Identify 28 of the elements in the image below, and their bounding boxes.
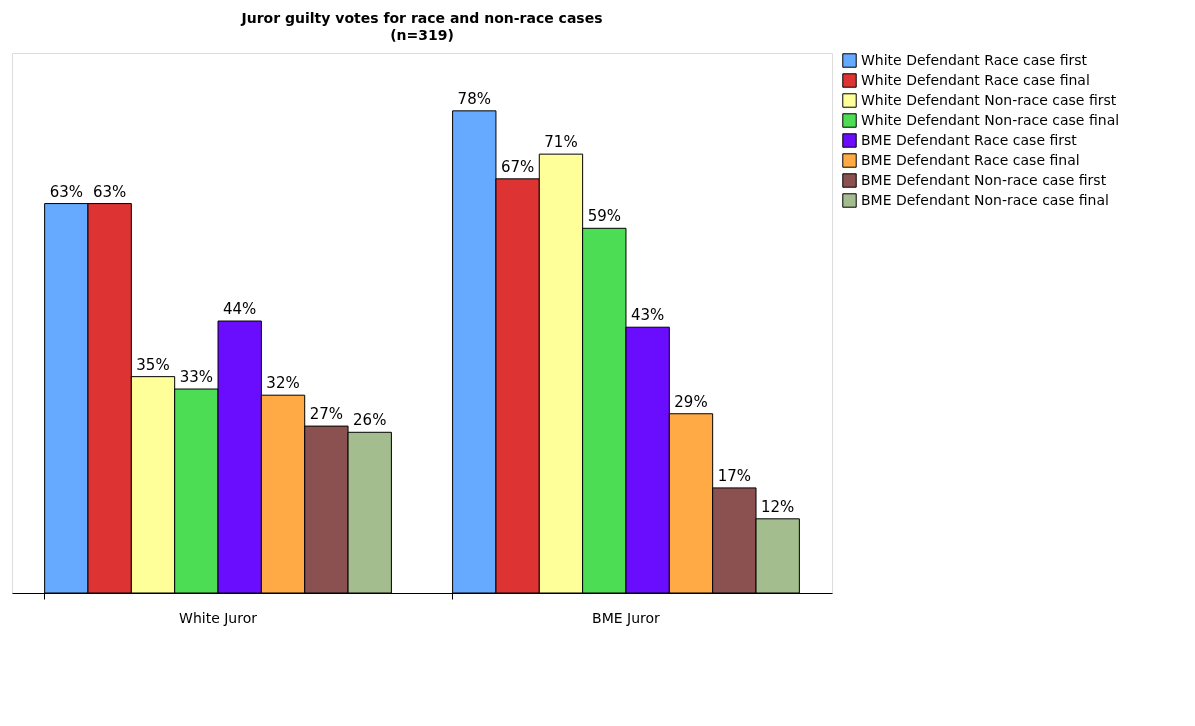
data-label: 27%: [309, 405, 344, 424]
legend-label: White Defendant Race case final: [861, 71, 1090, 88]
x-tick-label: BME Juror: [592, 609, 661, 626]
data-label: 63%: [92, 182, 127, 201]
legend-label: White Defendant Race case first: [861, 51, 1088, 68]
data-label: 33%: [179, 368, 214, 387]
legend-label: White Defendant Non-race case final: [861, 111, 1120, 128]
data-label: 78%: [457, 89, 491, 108]
x-tick-label: White Juror: [179, 609, 258, 626]
data-label: 63%: [49, 182, 83, 201]
legend-label: White Defendant Non-race case first: [861, 91, 1117, 108]
data-label: 32%: [266, 374, 300, 393]
data-label: 71%: [544, 133, 578, 152]
data-label: 12%: [761, 497, 795, 516]
data-label: 44%: [223, 300, 257, 319]
data-label: 26%: [353, 411, 387, 430]
legend-label: BME Defendant Non-race case first: [861, 171, 1107, 188]
data-label: 29%: [674, 392, 708, 411]
data-label: 59%: [587, 207, 621, 226]
data-label: 43%: [630, 306, 665, 325]
chart-title: Juror guilty votes for race and non-race cases: [240, 10, 603, 26]
legend-label: BME Defendant Race case first: [861, 131, 1078, 148]
legend-label: BME Defendant Race case final: [861, 151, 1080, 168]
legend-label: BME Defendant Non-race case final: [861, 191, 1109, 208]
data-label: 17%: [717, 466, 752, 485]
chart-subtitle: (n=319): [390, 27, 454, 43]
data-label: 35%: [136, 355, 170, 374]
data-label: 67%: [500, 157, 535, 176]
